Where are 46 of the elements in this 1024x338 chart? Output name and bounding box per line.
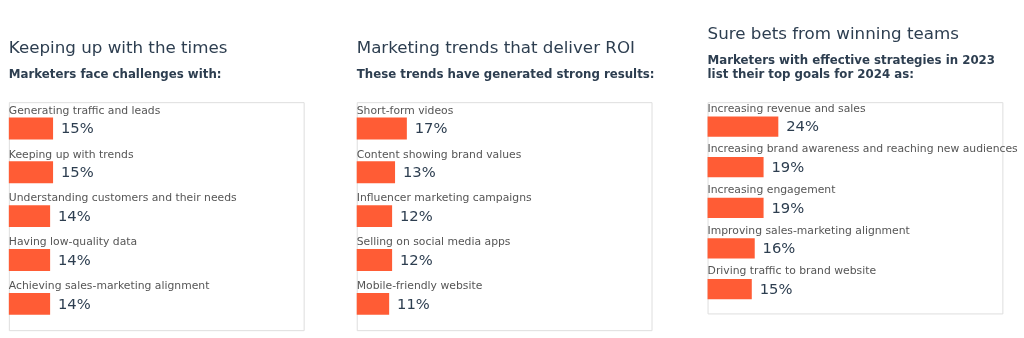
bar: [707, 116, 779, 137]
y-tick-label: Keeping up with trends: [8, 147, 134, 161]
data-label: 15%: [60, 119, 94, 137]
data-label: 14%: [57, 294, 91, 312]
y-tick-label: Influencer marketing campaigns: [356, 191, 533, 205]
data-label: 24%: [786, 117, 819, 135]
data-label: 12%: [399, 207, 433, 225]
bar: [356, 292, 390, 315]
chart-subtitle: Marketers face challenges with:: [8, 66, 222, 81]
bar: [356, 205, 393, 228]
data-label: 15%: [759, 279, 793, 297]
data-label: 19%: [771, 158, 805, 176]
y-tick-label: Understanding customers and their needs: [8, 191, 238, 205]
y-tick-label: Short-form videos: [356, 103, 454, 117]
y-tick-label: Generating traffic and leads: [8, 103, 161, 117]
y-tick-label: Increasing revenue and sales: [707, 101, 866, 115]
chart-subtitle: Marketers with effective strategies in 2023 list their top goals for 2024 as:: [707, 52, 996, 81]
data-label: 19%: [771, 198, 805, 216]
data-label: 16%: [762, 239, 796, 257]
y-tick-label: Content showing brand values: [356, 147, 522, 161]
y-tick-label: Achieving sales-marketing alignment: [8, 279, 210, 293]
bar: [356, 249, 393, 271]
data-label: 13%: [402, 163, 436, 181]
y-tick-label: Increasing brand awareness and reaching new audiences: [707, 142, 1019, 156]
data-label: 17%: [414, 119, 448, 137]
y-tick-label: Improving sales-marketing alignment: [707, 223, 910, 237]
bar: [356, 161, 396, 184]
bar: [707, 197, 764, 218]
chart-title: Sure bets from winning teams: [707, 23, 959, 44]
data-label: 15%: [60, 163, 94, 181]
chart-title: Keeping up with the times: [8, 37, 228, 58]
data-label: 12%: [399, 250, 433, 268]
data-label: 14%: [57, 250, 91, 268]
y-tick-label: Mobile-friendly website: [356, 279, 483, 293]
chart-subtitle: These trends have generated strong results:: [356, 66, 655, 81]
bar: [707, 157, 764, 178]
bar: [707, 278, 752, 300]
y-tick-label: Driving traffic to brand website: [707, 264, 877, 278]
y-tick-label: Increasing engagement: [707, 183, 836, 197]
y-tick-label: Having low-quality data: [8, 235, 138, 249]
bar: [707, 238, 755, 259]
data-label: 11%: [397, 294, 430, 312]
data-label: 14%: [57, 207, 91, 225]
chart-title: Marketing trends that deliver ROI: [356, 37, 635, 58]
bar: [356, 117, 407, 140]
y-tick-label: Selling on social media apps: [356, 235, 511, 249]
